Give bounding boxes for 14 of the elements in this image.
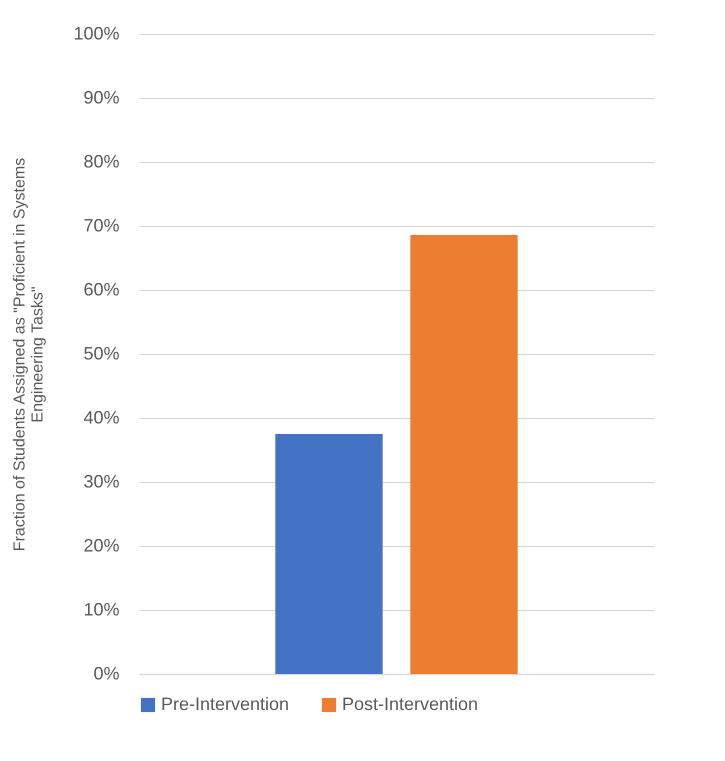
y-tick-label: 30% bbox=[83, 472, 120, 492]
y-tick-label: 20% bbox=[83, 536, 120, 556]
y-axis-title: Fraction of Students Assigned as "Proficient in Systems Engineering Tasks" bbox=[11, 158, 46, 552]
legend-label: Post-Intervention bbox=[342, 694, 478, 714]
y-tick-label: 100% bbox=[73, 24, 120, 44]
y-tick-label: 90% bbox=[83, 88, 120, 108]
y-tick-label: 10% bbox=[83, 600, 120, 620]
legend-label: Pre-Intervention bbox=[161, 694, 290, 714]
y-tick-label: 60% bbox=[83, 280, 120, 300]
y-tick-label: 70% bbox=[83, 216, 120, 236]
y-tick-label: 40% bbox=[83, 408, 120, 428]
y-tick-label: 50% bbox=[83, 344, 120, 364]
y-tick-label: 0% bbox=[93, 664, 120, 684]
y-tick-label: 80% bbox=[83, 152, 120, 172]
